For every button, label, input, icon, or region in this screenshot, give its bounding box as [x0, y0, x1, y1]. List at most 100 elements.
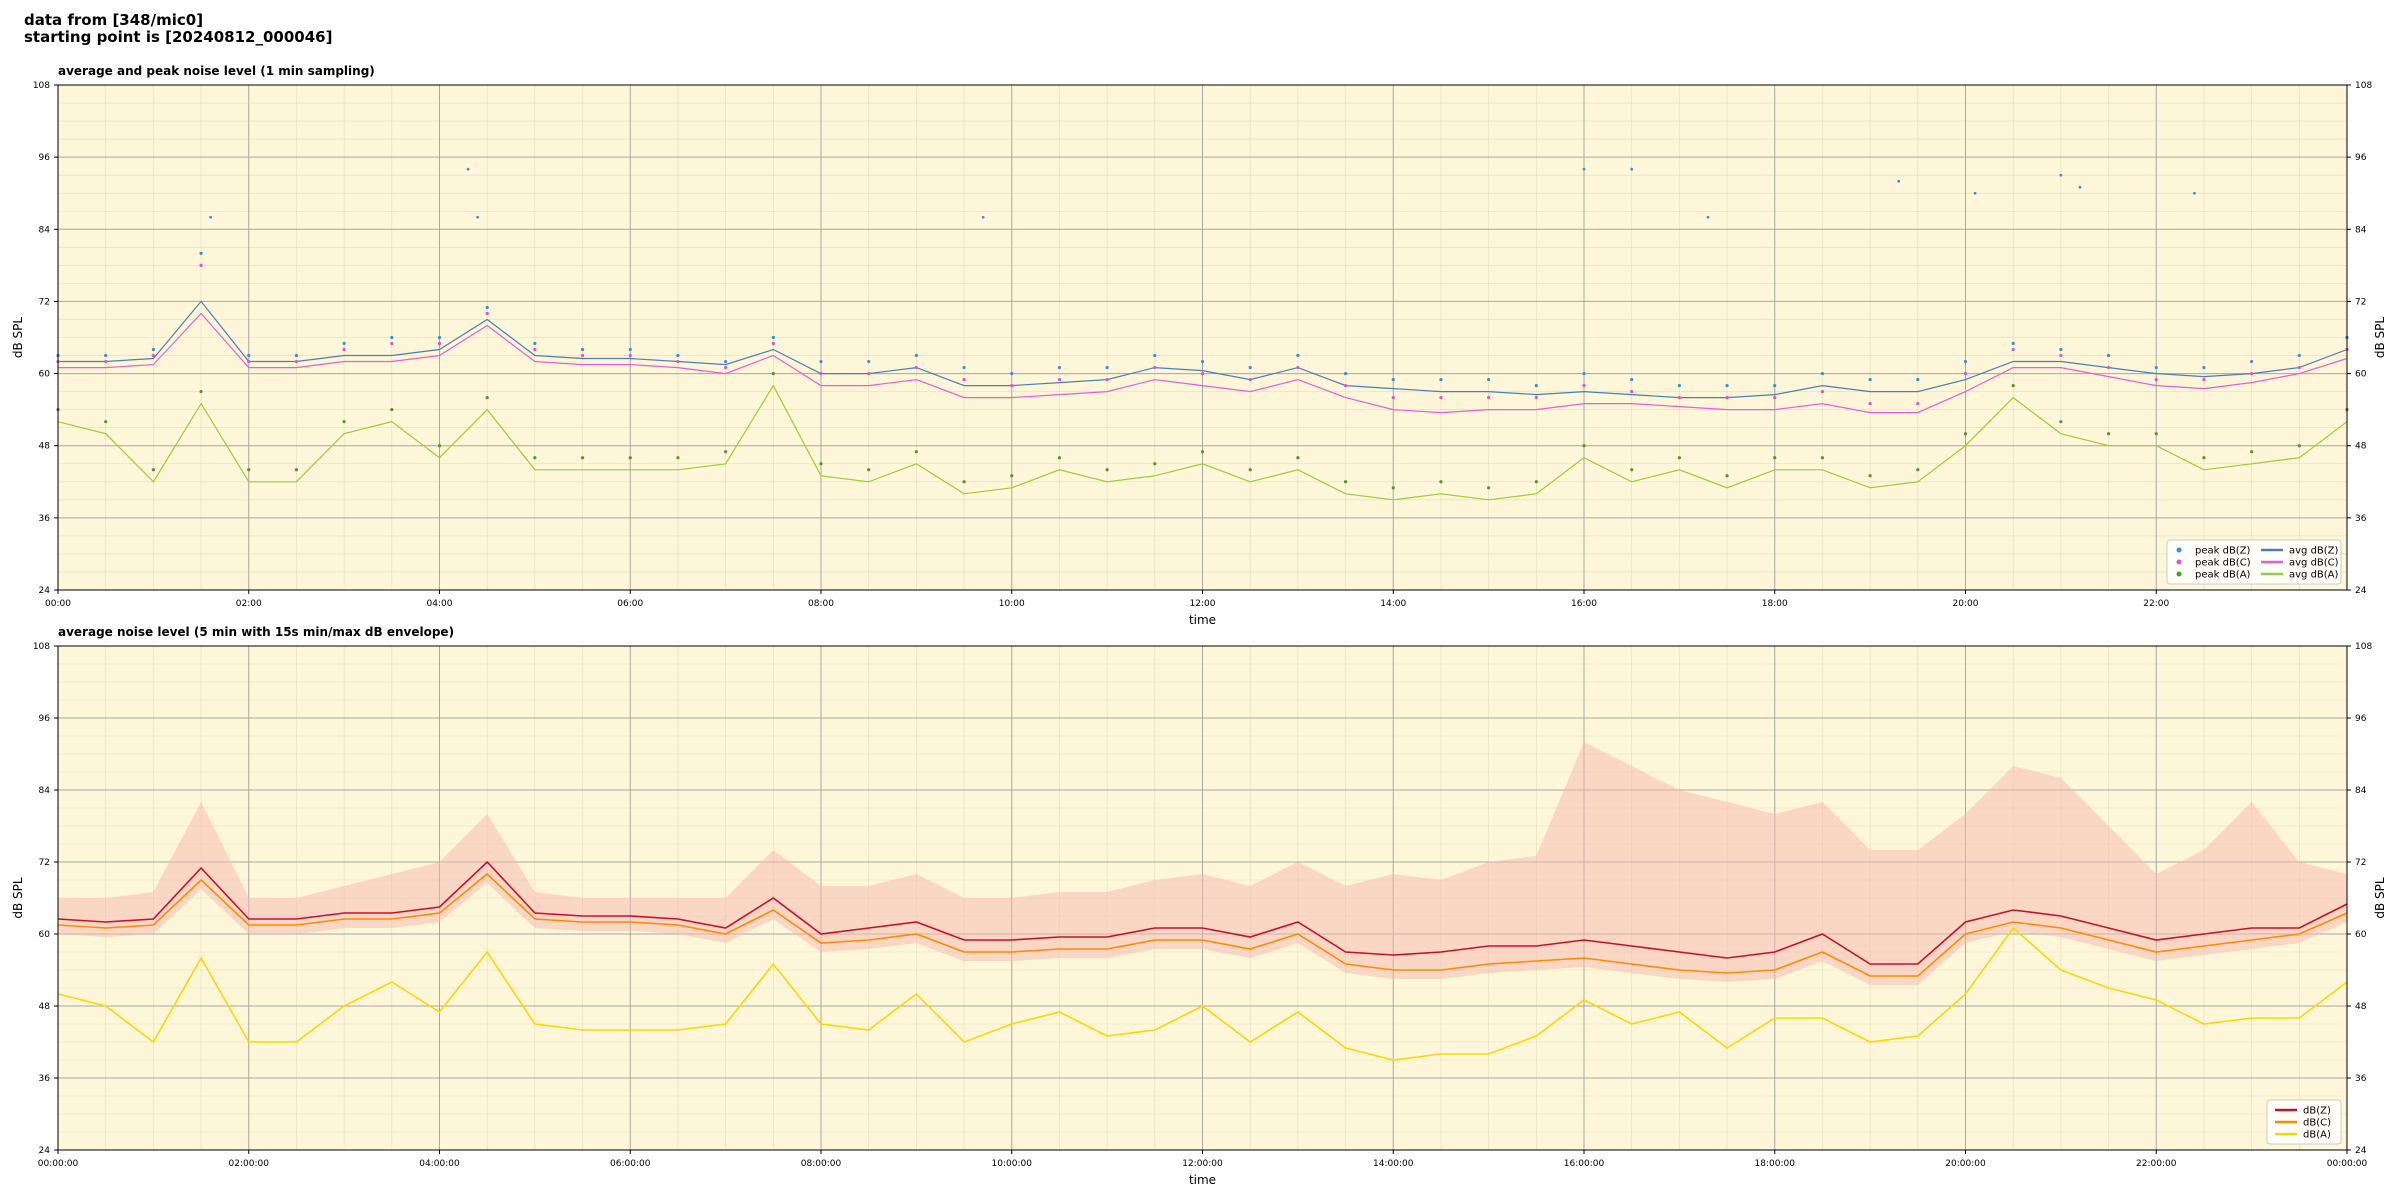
scatter-point-peak-z — [2250, 359, 2254, 364]
scatter-point-peak-c — [819, 371, 823, 376]
scatter-point-peak-c — [1582, 383, 1586, 388]
legend-label: avg dB(Z) — [2289, 546, 2339, 557]
scatter-point-peak-z — [676, 353, 680, 358]
peak-annotation-point — [981, 215, 985, 219]
scatter-point-peak-z — [247, 353, 251, 358]
envelope-band — [58, 742, 2347, 985]
scatter-point-peak-z — [914, 353, 918, 358]
scatter-point-peak-z — [199, 251, 203, 255]
scatter-point-peak-c — [2011, 347, 2015, 352]
scatter-point-peak-a — [2106, 432, 2111, 436]
x-axis-label: time — [1189, 613, 1216, 627]
scatter-point-peak-z — [771, 335, 775, 340]
x-tick-label: 02:00:00 — [229, 1159, 270, 1169]
y-tick-label: 108 — [33, 642, 50, 652]
scatter-point-peak-c — [1343, 383, 1348, 388]
peak-annotation-point — [2193, 191, 2196, 195]
scatter-point-peak-c — [342, 347, 346, 352]
scatter-point-peak-c — [676, 359, 680, 364]
y-tick-label: 96 — [39, 714, 51, 724]
legend-label: peak dB(C) — [2195, 558, 2251, 569]
scatter-point-peak-a — [342, 420, 346, 424]
y-tick-label-right: 72 — [2355, 297, 2366, 307]
scatter-point-peak-a — [2154, 432, 2158, 436]
peak-annotation-point — [1973, 191, 1977, 195]
peak-annotation-point — [1582, 167, 1586, 171]
scatter-point-peak-c — [1200, 371, 1205, 376]
chart-title: average noise level (5 min with 15s min/… — [58, 625, 454, 639]
y-tick-label: 96 — [39, 153, 51, 163]
series-line-avg-z — [58, 300, 2348, 399]
start-line: starting point is [20240812_000046] — [24, 28, 333, 46]
scatter-point-peak-a — [771, 371, 775, 376]
scatter-point-peak-z — [1582, 371, 1586, 376]
scatter-point-peak-c — [914, 365, 918, 370]
scatter-point-peak-a — [1868, 474, 1872, 478]
scatter-point-peak-z — [1630, 377, 1634, 382]
scatter-point-peak-c — [724, 365, 728, 370]
scatter-point-peak-a — [819, 462, 823, 466]
series-line-env-z — [57, 860, 2348, 965]
legend-box — [2166, 539, 2342, 585]
peak-annotation-point — [476, 215, 480, 219]
scatter-point-peak-a — [1820, 456, 1825, 460]
y-tick-label-right: 84 — [2355, 786, 2367, 796]
peak-annotation-point — [1706, 215, 1710, 219]
scatter-point-peak-a — [1773, 456, 1777, 460]
series-line-avg-c — [58, 312, 2348, 414]
x-tick-label: 18:00:00 — [1755, 1159, 1796, 1169]
y-tick-label-right: 24 — [2355, 586, 2367, 596]
scatter-point-peak-a — [867, 468, 871, 472]
scatter-point-peak-a — [390, 408, 394, 412]
source-line: data from [348/mic0] — [24, 11, 204, 29]
x-tick-label: 00:00 — [45, 599, 71, 609]
y-tick-label: 24 — [39, 1146, 51, 1156]
scatter-point-peak-a — [1487, 486, 1491, 490]
y-tick-label: 72 — [39, 858, 50, 868]
peak-annotation-point — [209, 215, 213, 219]
scatter-point-peak-c — [437, 341, 442, 346]
y-tick-label: 60 — [39, 370, 51, 380]
scatter-point-peak-a — [1582, 444, 1586, 448]
scatter-point-peak-z — [819, 359, 823, 364]
scatter-point-peak-c — [628, 353, 632, 358]
peak-annotation-point — [2078, 185, 2082, 189]
scatter-point-peak-a — [437, 444, 442, 448]
scatter-point-peak-a — [1391, 486, 1395, 490]
x-tick-label: 22:00 — [2143, 599, 2169, 609]
scatter-point-peak-c — [1963, 371, 1968, 376]
scatter-point-peak-c — [580, 353, 585, 358]
x-tick-label: 20:00 — [1953, 599, 1979, 609]
scatter-point-peak-z — [724, 359, 728, 364]
scatter-point-peak-z — [2059, 347, 2063, 352]
scatter-point-peak-a — [2250, 450, 2254, 454]
x-tick-label: 00:00:00 — [38, 1159, 79, 1169]
scatter-point-peak-a — [2297, 444, 2301, 448]
scatter-point-peak-c — [1677, 396, 1681, 400]
scatter-point-peak-a — [533, 456, 537, 460]
peak-annotation-point — [466, 167, 470, 171]
x-tick-label: 00:00:00 — [2327, 1159, 2368, 1169]
scatter-point-peak-z — [1773, 383, 1777, 388]
x-axis-label: time — [1189, 1173, 1216, 1187]
y-axis-label: dB SPL — [11, 317, 25, 359]
peak-annotation-point — [1630, 167, 1634, 171]
y-tick-label: 84 — [39, 786, 51, 796]
y-tick-label-right: 36 — [2355, 1074, 2367, 1084]
scatter-point-peak-z — [1296, 353, 1300, 358]
chart-title: average and peak noise level (1 min samp… — [58, 64, 375, 78]
scatter-point-peak-c — [1725, 396, 1729, 400]
y-tick-label: 60 — [39, 930, 51, 940]
y-tick-label: 48 — [39, 1002, 51, 1012]
y-tick-label-right: 48 — [2355, 1002, 2367, 1012]
scatter-point-peak-a — [1248, 468, 1252, 472]
legend-label: peak dB(Z) — [2195, 546, 2251, 557]
scatter-point-peak-z — [867, 359, 871, 364]
x-tick-label: 06:00 — [617, 599, 643, 609]
y-tick-label-right: 96 — [2355, 714, 2367, 724]
scatter-point-peak-c — [1773, 396, 1777, 400]
scatter-point-peak-z — [390, 335, 394, 340]
y-tick-label-right: 108 — [2355, 81, 2372, 91]
scatter-point-peak-z — [1391, 377, 1395, 382]
